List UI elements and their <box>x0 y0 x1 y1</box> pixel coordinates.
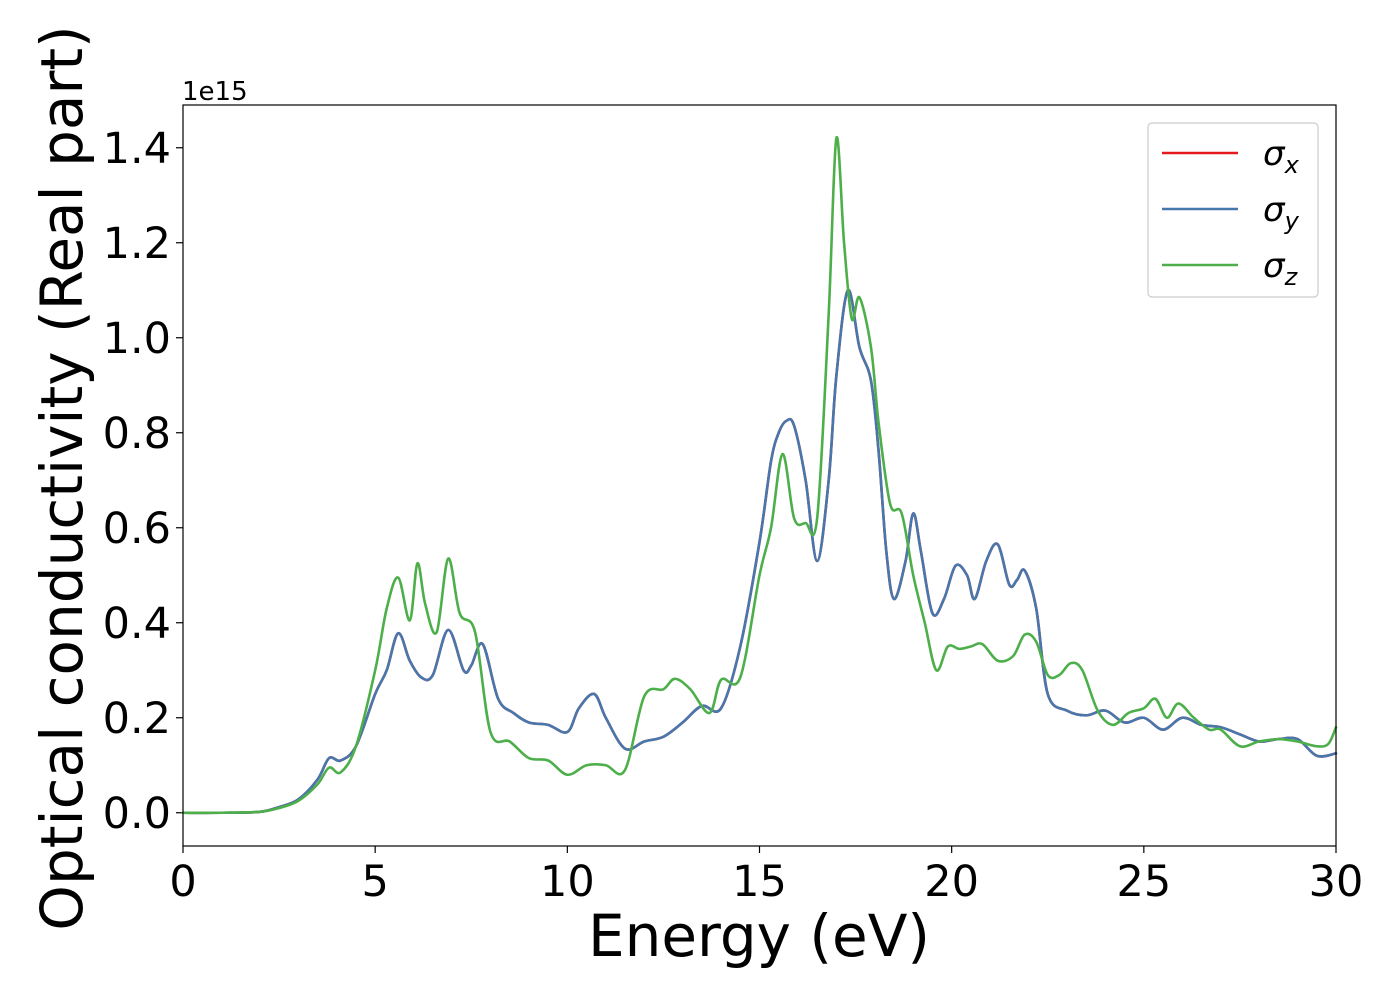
y-tick-label: 1.4 <box>103 124 171 174</box>
y-axis-label: Optical conductivity (Real part) <box>28 25 96 930</box>
y-axis-ticks: 0.0 0.2 0.4 0.6 0.8 1.0 1.2 1.4 <box>103 124 183 839</box>
plot-area-frame <box>182 104 1337 847</box>
x-tick-label: 20 <box>924 857 979 907</box>
y-axis-offset-text: 1e15 <box>182 77 248 107</box>
x-tick-label: 0 <box>169 857 196 907</box>
x-tick-label: 5 <box>361 857 388 907</box>
legend-label-x: σx <box>1263 134 1300 179</box>
series-line-y <box>181 288 1338 815</box>
y-tick-label: 0.4 <box>103 599 171 649</box>
series-line-z <box>181 135 1338 815</box>
x-tick-label: 15 <box>732 857 787 907</box>
y-tick-label: 1.0 <box>103 314 171 364</box>
legend-label-y: σy <box>1263 190 1300 235</box>
y-tick-label: 0.6 <box>103 504 171 554</box>
series-lines <box>181 135 1338 815</box>
legend-label-z: σz <box>1263 246 1299 291</box>
x-tick-label: 30 <box>1309 857 1364 907</box>
y-tick-label: 1.2 <box>103 219 171 269</box>
x-axis-ticks: 0 5 10 15 20 25 30 <box>169 846 1363 907</box>
x-tick-label: 25 <box>1116 857 1171 907</box>
x-axis-label: Energy (eV) <box>588 902 930 970</box>
x-tick-label: 10 <box>540 857 595 907</box>
y-tick-label: 0.0 <box>103 789 171 839</box>
y-tick-label: 0.8 <box>103 409 171 459</box>
y-tick-label: 0.2 <box>103 694 171 744</box>
legend: σx σy σz <box>1147 122 1319 298</box>
